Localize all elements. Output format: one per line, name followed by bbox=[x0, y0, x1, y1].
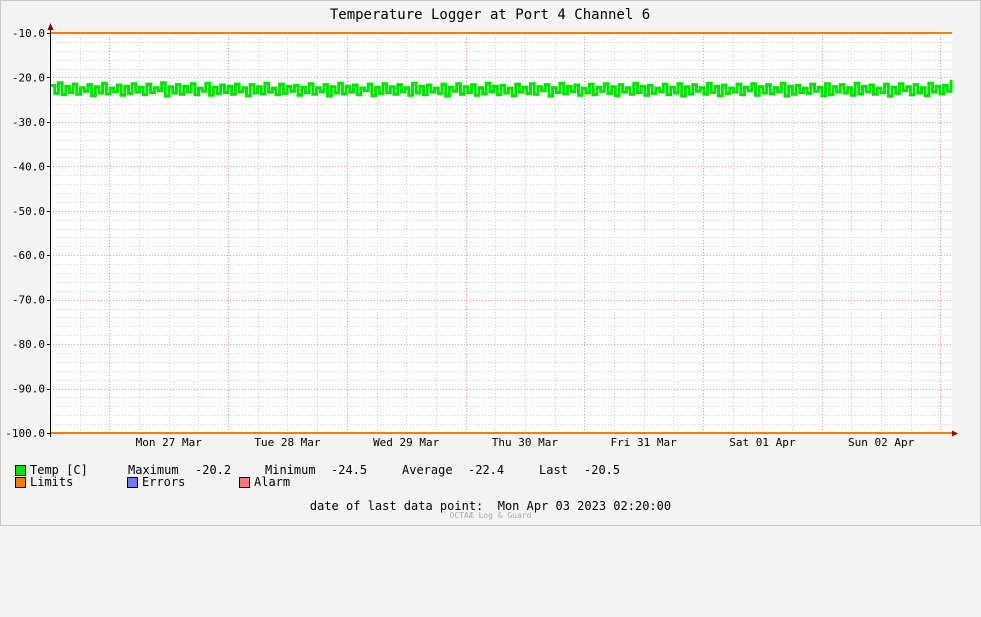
temp-swatch bbox=[15, 465, 26, 476]
y-tick-label: -90.0 bbox=[12, 383, 45, 396]
minimum-value: -24.5 bbox=[331, 463, 368, 477]
last-data-point-date: date of last data point: Mon Apr 03 2023… bbox=[309, 499, 672, 513]
y-tick-label: -20.0 bbox=[12, 71, 45, 84]
plot-area bbox=[50, 33, 952, 433]
temp-legend-label: Temp [C] bbox=[30, 463, 88, 477]
y-tick-label: -40.0 bbox=[12, 160, 45, 173]
last-value: -20.5 bbox=[584, 463, 621, 477]
brand-watermark: OCTAÆ Log & Guard bbox=[449, 511, 532, 520]
average-value: -22.4 bbox=[468, 463, 505, 477]
y-tick-label: -70.0 bbox=[12, 294, 45, 307]
x-tick-label: Fri 31 Mar bbox=[611, 436, 678, 449]
last-label: Last bbox=[539, 463, 568, 477]
y-tick-label: -10.0 bbox=[12, 27, 45, 40]
chart-title: Temperature Logger at Port 4 Channel 6 bbox=[330, 7, 650, 23]
x-tick-label: Wed 29 Mar bbox=[373, 436, 440, 449]
x-tick-label: Tue 28 Mar bbox=[254, 436, 321, 449]
average-label: Average bbox=[402, 463, 453, 477]
y-tick-label: -80.0 bbox=[12, 338, 45, 351]
y-tick-label: -60.0 bbox=[12, 249, 45, 262]
legend-row-temp: Temp [C] Maximum -20.2 Minimum -24.5 Ave… bbox=[15, 463, 620, 477]
errors-swatch bbox=[127, 477, 138, 488]
legend-row-status: Limits Errors Alarm bbox=[15, 475, 290, 489]
x-tick-label: Sun 02 Apr bbox=[848, 436, 915, 449]
series-layer bbox=[50, 32, 953, 434]
limits-swatch bbox=[15, 477, 26, 488]
errors-legend-label: Errors bbox=[142, 475, 186, 489]
maximum-value: -20.2 bbox=[195, 463, 232, 477]
x-axis-arrow bbox=[952, 430, 958, 437]
minimum-label: Minimum bbox=[265, 463, 316, 477]
axes-layer bbox=[47, 23, 958, 437]
limits-legend-label: Limits bbox=[30, 475, 74, 489]
minor-grid bbox=[50, 33, 952, 433]
alarm-swatch bbox=[239, 477, 250, 488]
y-axis-arrow bbox=[47, 23, 54, 30]
x-tick-label: Mon 27 Mar bbox=[136, 436, 203, 449]
temp-series-line bbox=[51, 79, 953, 98]
x-tick-label: Sat 01 Apr bbox=[729, 436, 796, 449]
y-tick-label: -100.0 bbox=[5, 427, 45, 440]
y-tick-label: -50.0 bbox=[12, 205, 45, 218]
x-tick-labels: Mon 27 Mar Tue 28 Mar Wed 29 Mar Thu 30 Mar… bbox=[136, 436, 915, 449]
x-tick-label: Thu 30 Mar bbox=[492, 436, 559, 449]
maximum-label: Maximum bbox=[128, 463, 179, 477]
alarm-legend-label: Alarm bbox=[254, 475, 291, 489]
chart: -10.0 -20.0 -30.0 -40.0 -50.0 -60.0 -70.0 -80.0… bbox=[0, 0, 981, 526]
y-tick-label: -30.0 bbox=[12, 116, 45, 129]
y-tick-labels: -10.0 -20.0 -30.0 -40.0 -50.0 -60.0 -70.0 -80.0… bbox=[5, 27, 45, 440]
